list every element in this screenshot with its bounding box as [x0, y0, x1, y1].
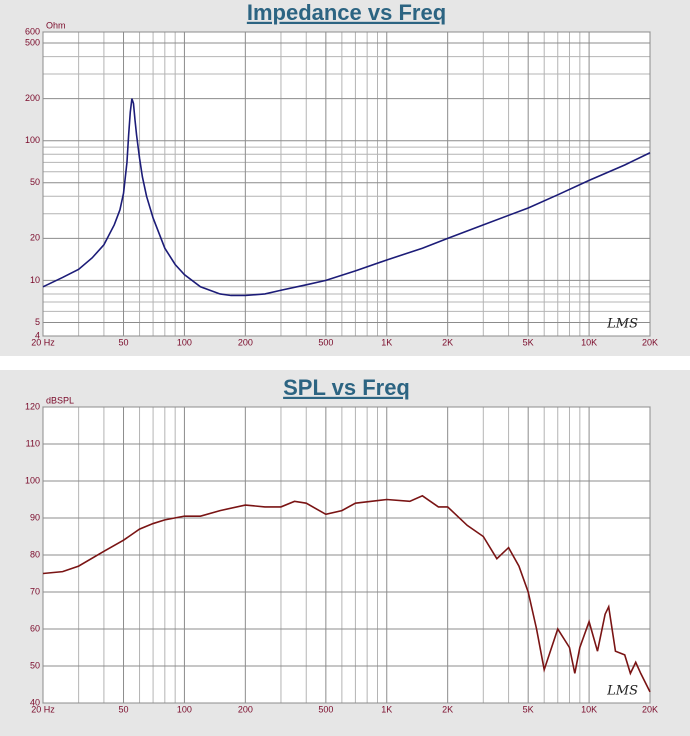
x-tick-label: 50: [119, 337, 129, 347]
y-tick-label: 500: [25, 37, 40, 47]
x-tick-label: 1K: [381, 337, 392, 347]
y-tick-label: 200: [25, 93, 40, 103]
y-tick-label: 120: [25, 401, 40, 411]
chart-title: Impedance vs Freq: [247, 0, 446, 25]
x-tick-label: 5K: [523, 337, 534, 347]
chart-title: SPL vs Freq: [283, 375, 410, 400]
x-tick-label: 50: [119, 704, 129, 714]
y-tick-label: 80: [30, 549, 40, 559]
data-line: [42, 98, 651, 297]
y-unit-label: Ohm: [46, 20, 66, 30]
y-tick-label: 4: [35, 330, 40, 340]
y-tick-label: 110: [26, 438, 40, 448]
y-tick-label: 5: [35, 317, 40, 327]
y-unit-label: dBSPL: [46, 395, 74, 405]
x-tick-label: 2K: [442, 704, 453, 714]
y-tick-label: 50: [30, 660, 40, 670]
plot-area: [42, 31, 651, 337]
x-tick-label: 200: [238, 337, 253, 347]
y-tick-label: 600: [25, 26, 40, 36]
y-tick-label: 50: [30, 177, 40, 187]
data-line: [42, 494, 651, 693]
x-tick-label: 500: [318, 704, 333, 714]
y-tick-label: 40: [30, 697, 40, 707]
x-tick-label: 1K: [381, 704, 392, 714]
x-tick-label: 10K: [581, 337, 597, 347]
x-tick-label: 20 Hz: [31, 704, 55, 714]
y-tick-label: 90: [30, 512, 40, 522]
watermark: LMS: [606, 317, 638, 332]
x-tick-label: 2K: [442, 337, 453, 347]
watermark: LMS: [606, 684, 638, 699]
y-tick-label: 100: [25, 475, 40, 485]
x-tick-label: 10K: [581, 704, 597, 714]
y-tick-label: 20: [30, 233, 40, 243]
x-tick-label: 20K: [642, 704, 658, 714]
x-tick-label: 500: [318, 337, 333, 347]
y-tick-label: 10: [30, 275, 40, 285]
x-tick-label: 5K: [523, 704, 534, 714]
y-tick-label: 70: [30, 586, 40, 596]
x-tick-label: 20 Hz: [31, 337, 55, 347]
x-tick-label: 200: [238, 704, 253, 714]
x-tick-label: 20K: [642, 337, 658, 347]
x-tick-label: 100: [177, 704, 192, 714]
y-tick-label: 100: [25, 135, 40, 145]
x-tick-label: 100: [177, 337, 192, 347]
y-tick-label: 60: [30, 623, 40, 633]
